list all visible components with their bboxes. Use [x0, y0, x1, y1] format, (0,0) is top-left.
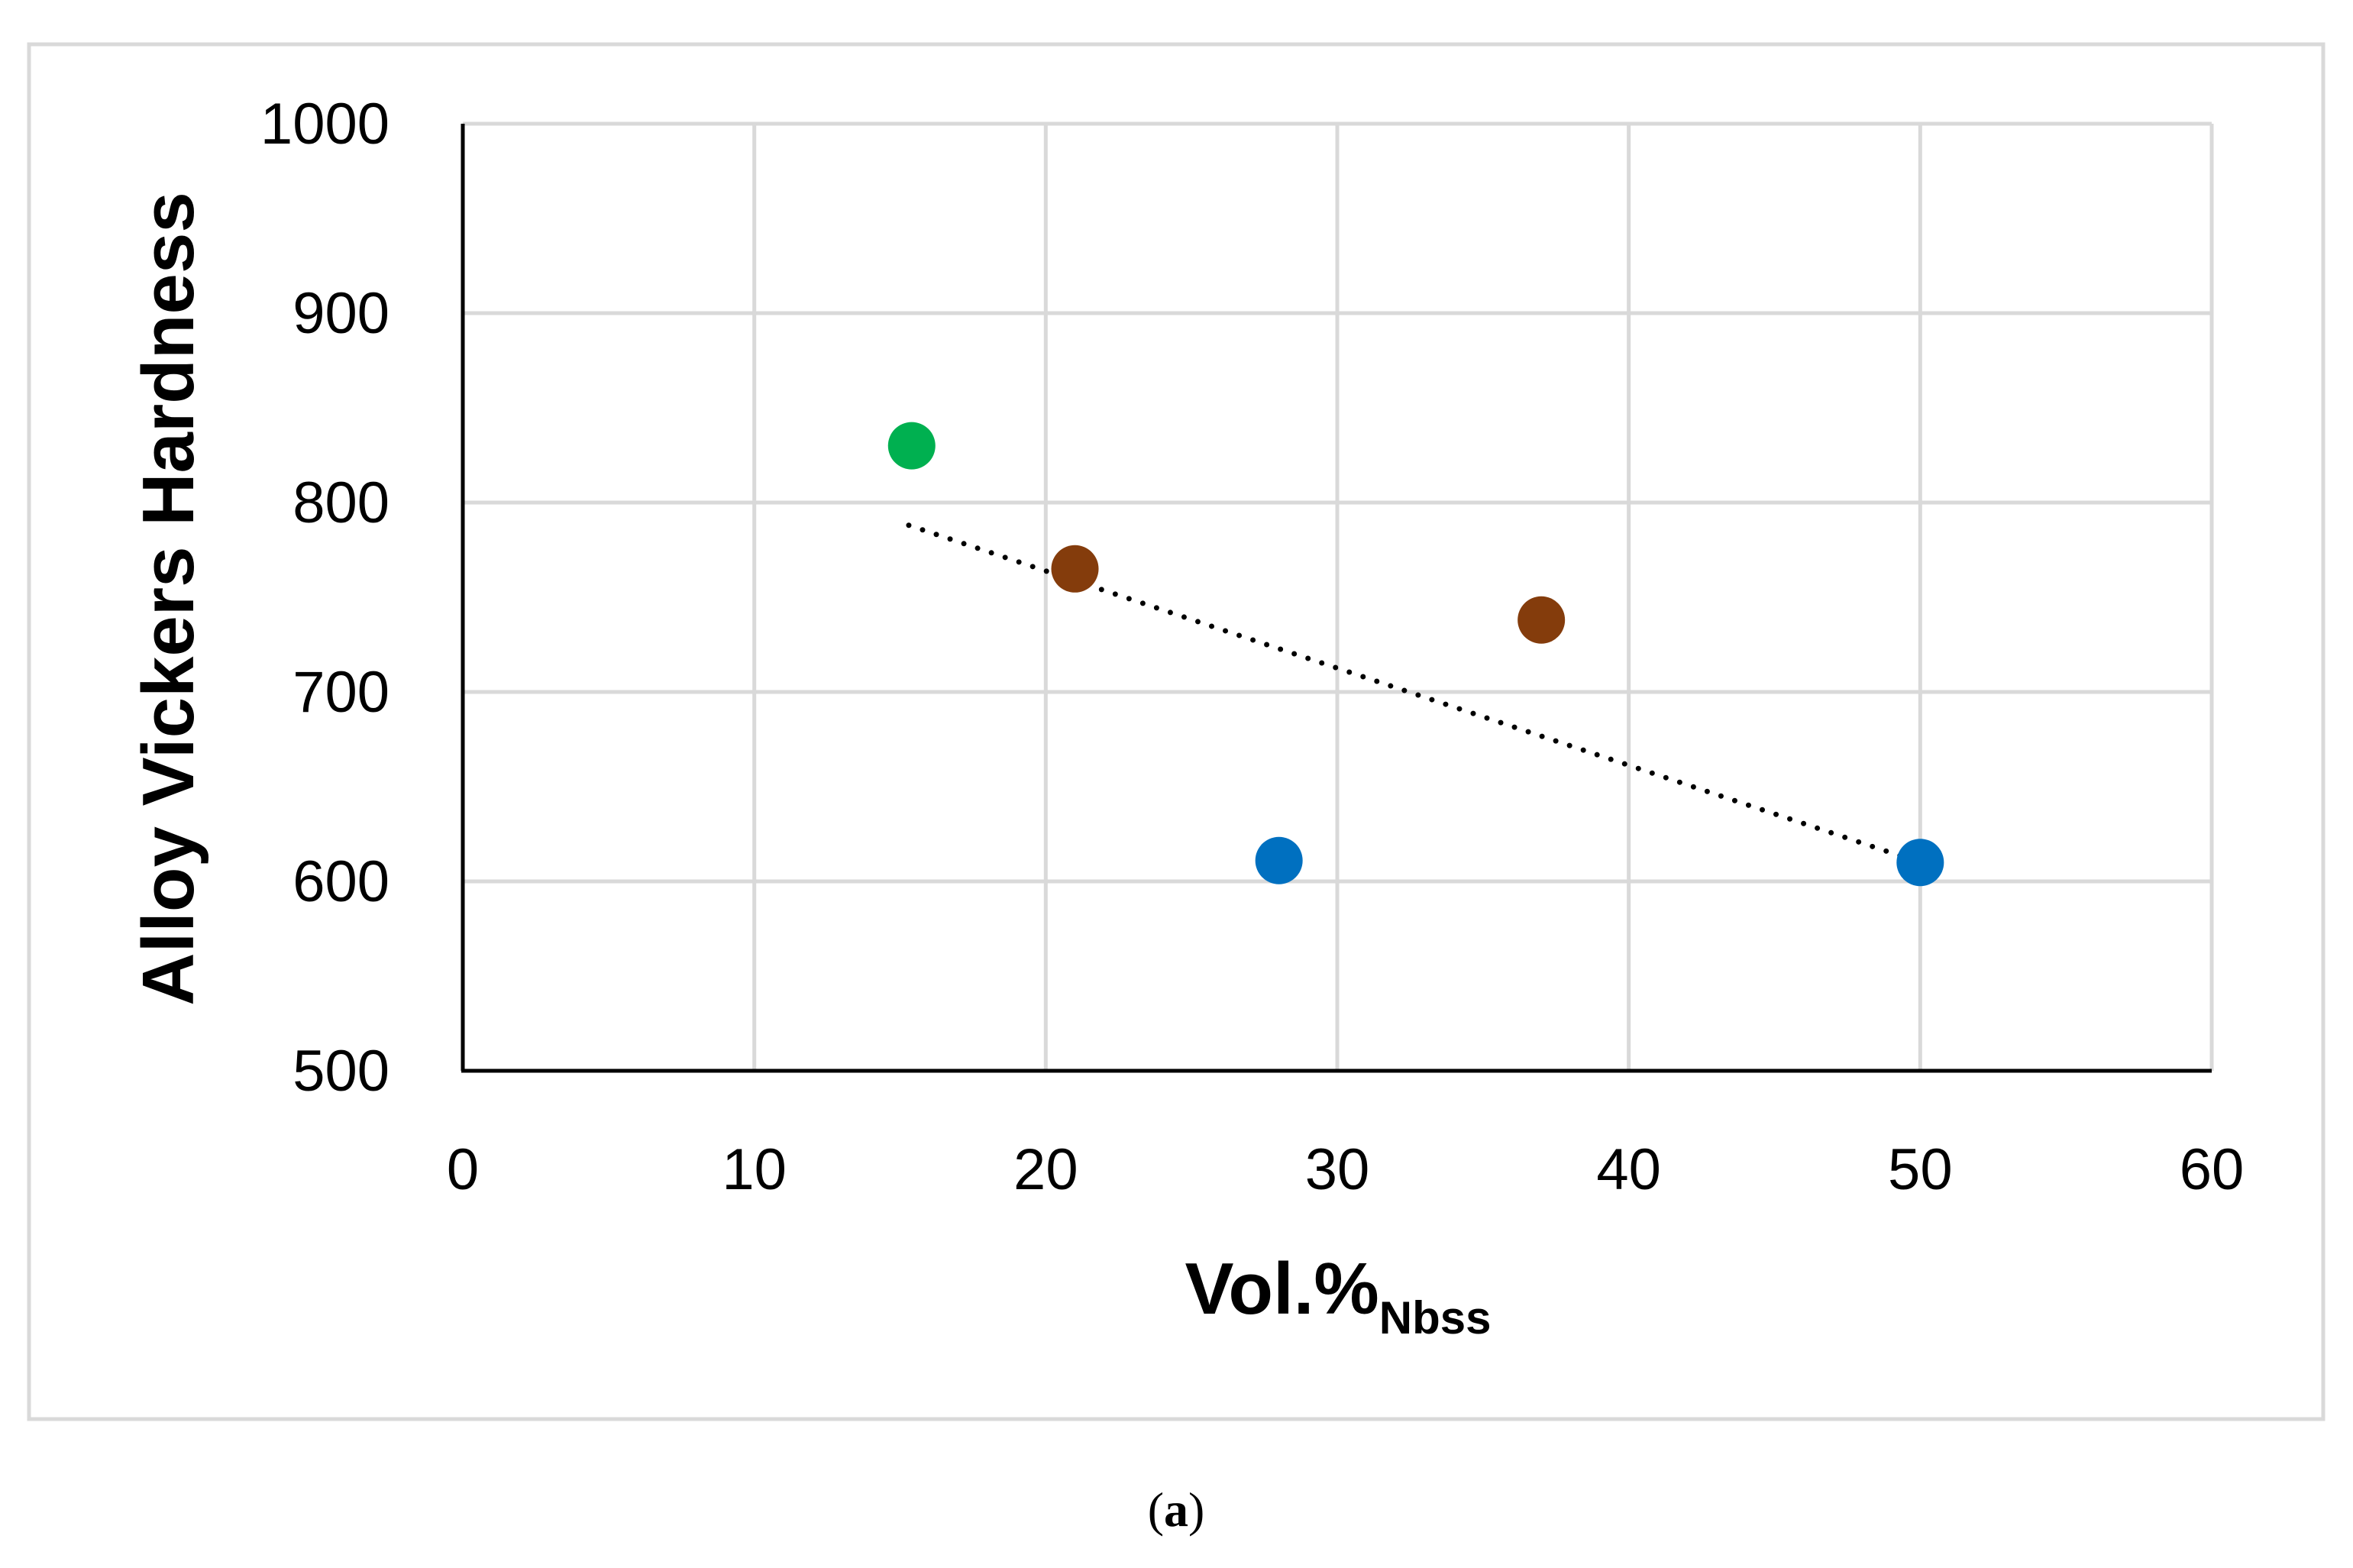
chart-frame — [27, 42, 2326, 1421]
x-axis-title: Vol.%Nbss — [1185, 1248, 1492, 1343]
x-axis-title-subscript: Nbss — [1379, 1292, 1492, 1343]
x-tick-label-50: 50 — [1888, 1137, 1953, 1202]
data-point-1 — [887, 422, 936, 470]
y-tick-label-900: 900 — [293, 281, 389, 346]
x-tick-label-60: 60 — [2180, 1137, 2245, 1202]
y-tick-label-700: 700 — [293, 660, 389, 725]
axes — [461, 124, 2212, 1073]
x-tick-label-30: 30 — [1305, 1137, 1370, 1202]
tick-labels: 500 600 700 800 900 1000 0 10 20 30 40 50 60 — [260, 92, 2244, 1202]
x-tick-label-20: 20 — [1013, 1137, 1078, 1202]
x-tick-label-0: 0 — [447, 1137, 479, 1202]
x-tick-label-40: 40 — [1596, 1137, 1661, 1202]
y-tick-label-800: 800 — [293, 470, 389, 535]
data-point-4 — [1255, 836, 1303, 884]
data-point-2 — [1051, 545, 1099, 593]
y-tick-label-500: 500 — [293, 1039, 389, 1104]
caption-close: ) — [1188, 1482, 1204, 1537]
y-tick-label-600: 600 — [293, 849, 389, 914]
data-points — [887, 422, 1944, 887]
y-axis-title: Alloy Vickers Hardness — [128, 192, 209, 1005]
x-axis-title-main: Vol.% — [1185, 1248, 1379, 1330]
gridlines — [463, 121, 2214, 1071]
caption-open: ( — [1148, 1482, 1164, 1537]
figure-caption: (a) — [1148, 1482, 1205, 1537]
data-point-3 — [1517, 596, 1566, 644]
caption-label: a — [1164, 1482, 1188, 1537]
y-tick-label-1000: 1000 — [260, 92, 389, 157]
data-point-5 — [1896, 839, 1944, 887]
x-tick-label-10: 10 — [722, 1137, 787, 1202]
